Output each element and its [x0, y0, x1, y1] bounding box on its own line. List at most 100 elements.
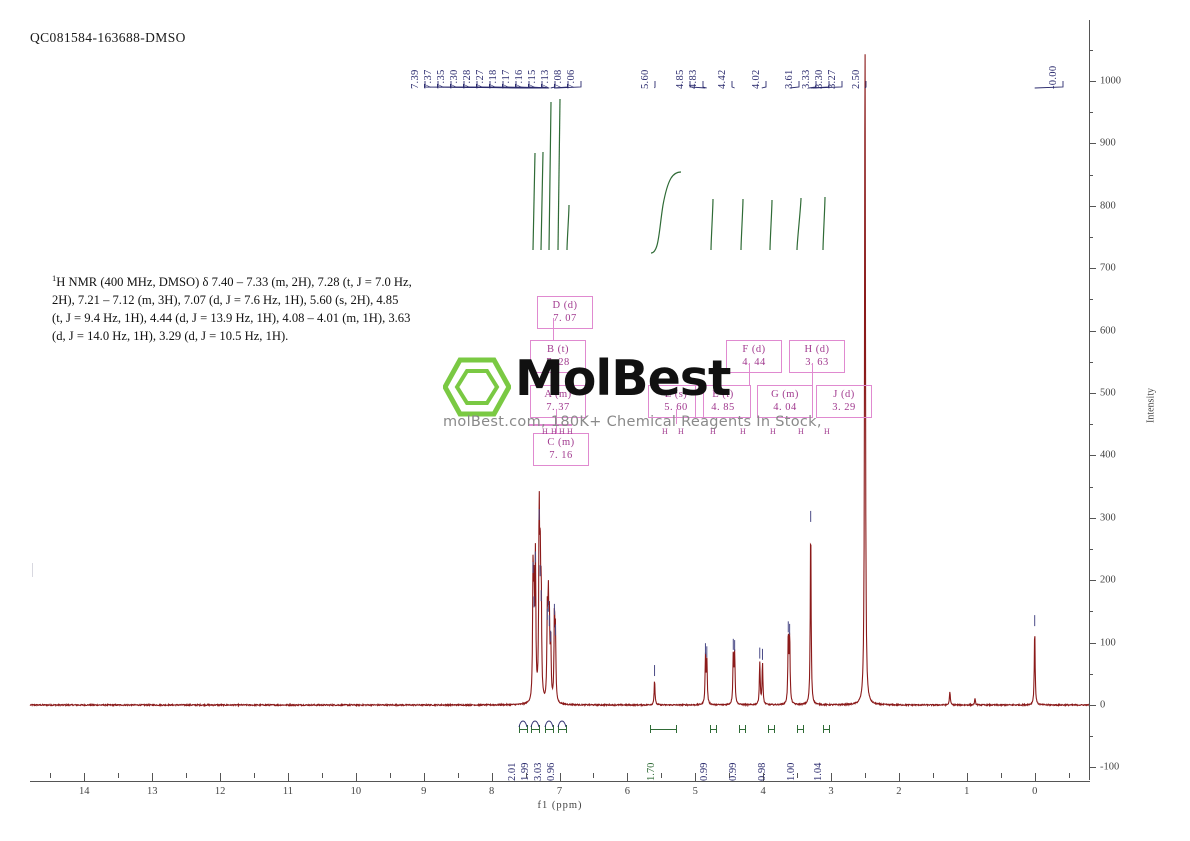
- integration-bracket: [531, 729, 539, 730]
- integration-bracket: [768, 729, 774, 730]
- x-axis-tick: [491, 773, 493, 781]
- x-axis-minor-tick: [932, 773, 934, 778]
- x-axis-minor-tick: [254, 773, 256, 778]
- multiplet-box[interactable]: C (m) 7. 16: [533, 433, 589, 467]
- integration-bracket: [519, 729, 527, 730]
- peak-leader-line: [702, 81, 707, 89]
- x-axis-tick: [695, 773, 697, 781]
- integration-bracket-end: [774, 725, 775, 733]
- y-axis-tick: [1089, 767, 1096, 769]
- multiplet-id-label: A (m): [544, 389, 572, 400]
- x-axis-tick-label: 1: [964, 786, 970, 797]
- multiplet-shift-value: 7. 07: [553, 313, 577, 325]
- integration-value-label: 1.04: [813, 762, 824, 781]
- multiplet-box[interactable]: B (t) 7. 28: [530, 340, 586, 374]
- y-axis-tick-label: 700: [1100, 262, 1116, 274]
- y-axis-tick-label: 400: [1100, 449, 1116, 461]
- integration-value-label: 1.00: [786, 762, 797, 781]
- integral-step: [710, 198, 714, 251]
- x-axis-minor-tick: [864, 773, 866, 778]
- x-axis-tick: [152, 773, 154, 781]
- multiplet-proton-marker: H: [824, 427, 830, 436]
- x-axis-minor-tick: [321, 773, 323, 778]
- integration-value-label: 1.70: [646, 762, 657, 781]
- multiplet-id-label: B (t): [546, 344, 570, 355]
- integration-bracket: [558, 729, 566, 730]
- multiplet-shift-value: 7. 16: [549, 450, 573, 462]
- y-axis-tick-label: 900: [1100, 137, 1116, 149]
- integration-value-label: 1.99: [520, 762, 531, 781]
- x-axis-tick-label: 14: [79, 786, 90, 797]
- multiplet-id-label: D (d): [552, 300, 578, 311]
- y-axis-tick: [1089, 517, 1096, 519]
- peak-leader-line: [731, 81, 735, 89]
- integration-bracket: [823, 729, 829, 730]
- y-axis-minor-tick: [1089, 549, 1093, 550]
- integration-value-label: 0.98: [757, 762, 768, 781]
- integration-bracket-end: [527, 725, 528, 733]
- x-axis-tick: [627, 773, 629, 781]
- multiplet-box[interactable]: E (t) 4. 85: [695, 385, 751, 419]
- x-axis-minor-tick: [593, 773, 595, 778]
- multiplet-box[interactable]: G (m) 4. 04: [757, 385, 813, 419]
- multiplet-box[interactable]: F (d) 4. 44: [726, 340, 782, 374]
- y-axis-minor-tick: [1089, 673, 1093, 675]
- multiplet-range-bar: [528, 424, 572, 426]
- y-axis-tick: [1089, 143, 1096, 145]
- multiplet-id-label: E (s): [664, 389, 688, 400]
- peak-leader-line: [528, 81, 549, 89]
- y-axis-minor-tick: [1089, 424, 1093, 426]
- multiplet-proton-marker: H: [559, 427, 565, 436]
- integral-step: [532, 152, 536, 251]
- y-axis-tick-label: 300: [1100, 512, 1116, 524]
- multiplet-box[interactable]: D (d) 7. 07: [537, 296, 593, 330]
- x-axis-tick-label: 6: [624, 786, 630, 797]
- x-axis-tick-label: 13: [146, 786, 158, 797]
- x-axis-tick: [831, 773, 833, 781]
- multiplet-proton-marker: H: [740, 427, 746, 436]
- multiplet-box[interactable]: J (d) 3. 29: [816, 385, 872, 419]
- nmr-report-body: H NMR (400 MHz, DMSO) δ 7.40 – 7.33 (m, …: [52, 275, 412, 343]
- x-axis-tick: [763, 773, 765, 781]
- x-axis-minor-tick: [389, 773, 391, 778]
- page-title: QC081584-163688-DMSO: [30, 30, 186, 45]
- multiplet-id-label: G (m): [771, 389, 799, 400]
- multiplet-connector: [749, 363, 750, 385]
- multiplet-box[interactable]: H (d) 3. 63: [789, 340, 845, 374]
- integral-step: [557, 98, 561, 251]
- multiplet-proton-marker: H: [678, 427, 684, 436]
- multiplet-connector: [553, 318, 554, 340]
- y-axis-tick: [1089, 205, 1096, 207]
- multiplet-shift-value: 7. 37: [546, 402, 570, 414]
- x-axis-minor-tick: [797, 773, 799, 778]
- multiplet-proton-marker: H: [770, 427, 776, 436]
- y-axis-tick: [1089, 455, 1096, 457]
- multiplet-shift-value: 4. 85: [711, 402, 735, 414]
- y-axis-minor-tick: [1089, 611, 1093, 613]
- x-axis-tick: [966, 773, 968, 781]
- x-axis-tick-label: 9: [421, 786, 427, 797]
- multiplet-box[interactable]: A (m) 7. 37: [530, 385, 586, 419]
- y-axis-minor-tick: [1089, 112, 1093, 114]
- x-axis-minor-tick: [729, 773, 731, 778]
- x-axis-minor-tick: [661, 773, 663, 778]
- x-axis-tick-label: 8: [488, 786, 495, 797]
- nucleus-superscript: 1: [52, 273, 57, 283]
- y-axis-tick-label: 800: [1100, 200, 1116, 212]
- peak-leader-line: [689, 81, 706, 89]
- y-axis-minor-tick: [1089, 299, 1093, 301]
- spectrum-path: [29, 54, 1090, 708]
- y-axis-minor-tick: [1089, 49, 1093, 51]
- x-axis-tick: [1034, 773, 1036, 781]
- x-axis-tick-label: 4: [760, 786, 766, 797]
- y-axis-minor-tick: [1089, 174, 1093, 176]
- x-axis-minor-tick: [118, 773, 120, 778]
- x-axis-minor-tick: [525, 773, 527, 778]
- x-axis-tick-label: 0: [1032, 786, 1038, 797]
- integration-bracket-end: [539, 725, 540, 733]
- multiplet-id-label: H (d): [804, 344, 830, 355]
- multiplet-id-label: E (t): [712, 389, 734, 400]
- left-edge-mark: [32, 563, 33, 577]
